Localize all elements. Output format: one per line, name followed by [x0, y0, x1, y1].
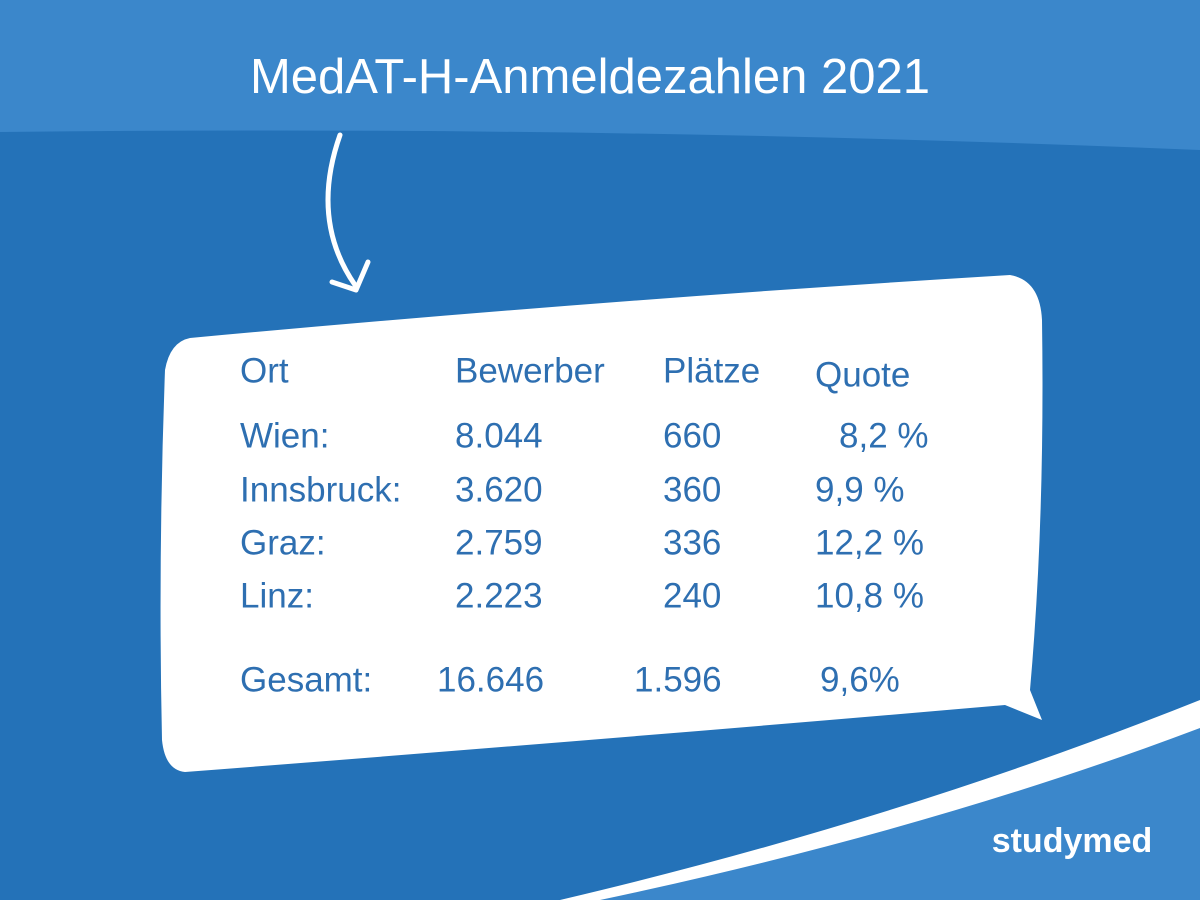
- table-cell: Graz:: [240, 523, 326, 562]
- column-header: Plätze: [663, 351, 760, 390]
- table-cell: 240: [663, 576, 721, 615]
- table-cell: 360: [663, 470, 721, 509]
- table-cell: Linz:: [240, 576, 314, 615]
- arrow: [325, 132, 358, 288]
- table-cell: 660: [663, 416, 721, 455]
- table-cell: Wien:: [240, 416, 329, 455]
- speech-bubble: [160, 275, 1043, 772]
- column-header: Quote: [815, 355, 910, 394]
- table-cell: 2.223: [455, 576, 543, 615]
- table-cell: 9,9 %: [815, 470, 905, 509]
- table: Ort Bewerber Plätze Quote Wien: 8.044 660 8,2 %…: [240, 351, 929, 699]
- arrow-head: [329, 259, 371, 293]
- bottom-wedge: [600, 728, 1200, 900]
- logo: studymed: [992, 822, 1153, 860]
- total-cell: 9,6%: [820, 660, 900, 699]
- total-cell: 16.646: [437, 660, 544, 699]
- total-cell: Gesamt:: [240, 660, 372, 699]
- table-cell: 2.759: [455, 523, 543, 562]
- top-band: [0, 0, 1200, 150]
- table-cell: 8.044: [455, 416, 543, 455]
- table-cell: 10,8 %: [815, 576, 924, 615]
- table-cell: Innsbruck:: [240, 470, 401, 509]
- total-cell: 1.596: [634, 660, 722, 699]
- title: MedAT-H-Anmeldezahlen 2021: [250, 50, 930, 104]
- table-cell: 3.620: [455, 470, 543, 509]
- column-header: Bewerber: [455, 351, 605, 390]
- table-cell: 336: [663, 523, 721, 562]
- column-header: Ort: [240, 351, 289, 390]
- table-cell: 12,2 %: [815, 523, 924, 562]
- table-cell: 8,2 %: [839, 416, 929, 455]
